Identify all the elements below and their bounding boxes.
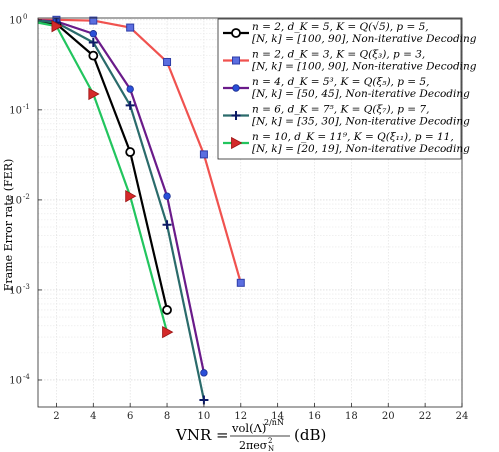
y-tick-label: 10	[9, 195, 22, 206]
y-tick-exponent: -3	[23, 283, 30, 291]
plot-frame	[37, 17, 463, 408]
plus-marker	[162, 220, 172, 230]
legend-label: [N, k] = [50, 45], Non-iterative Decodin…	[252, 88, 470, 100]
x-tick-label: 2	[53, 411, 59, 422]
triangle-marker	[125, 189, 137, 203]
legend-entry-4: n = 6, d_K = 7⁵, K = Q(ξ₇), p = 7,[N, k]…	[223, 104, 470, 128]
legend-label: [N, k] = [35, 30], Non-iterative Decodin…	[252, 116, 470, 128]
circle-marker	[88, 50, 99, 61]
legend-label: n = 2, d_K = 5, K = Q(√5), p = 5,	[252, 21, 429, 33]
y-tick-label: 10	[9, 105, 22, 116]
y-tick-label: 10	[9, 15, 22, 26]
legend-label: n = 6, d_K = 7⁵, K = Q(ξ₇), p = 7,	[252, 104, 429, 116]
legend-label: [N, k] = [20, 19], Non-iterative Decodin…	[252, 143, 470, 155]
triangle-marker	[162, 325, 174, 339]
x-tick-label: 14	[271, 411, 284, 422]
y-tick-exponent: -4	[23, 373, 30, 381]
svg-text:VNR =: VNR =	[175, 426, 229, 444]
square-marker	[163, 57, 172, 66]
series-line-2	[38, 18, 242, 284]
series-markers-1	[51, 19, 172, 315]
legend-label: n = 10, d_K = 11⁹, K = Q(ξ₁₁), p = 11,	[252, 131, 454, 143]
plus-marker	[199, 395, 209, 405]
x-tick-label: 10	[198, 411, 211, 422]
square-marker	[126, 23, 135, 32]
dot-marker	[163, 192, 171, 200]
legend-entry-3: n = 4, d_K = 5³, K = Q(ξ₅), p = 5,[N, k]…	[223, 76, 470, 100]
triangle-marker	[231, 136, 243, 150]
x-tick-label: 20	[382, 411, 395, 422]
svg-text:vol(Λ): vol(Λ)	[231, 421, 266, 435]
square-marker	[236, 278, 245, 287]
circle-marker	[231, 28, 241, 38]
y-tick-exponent: -2	[23, 193, 30, 201]
y-axis-label: Frame Error rate (FER)	[2, 159, 15, 292]
svg-text:2/nN: 2/nN	[264, 418, 284, 427]
x-tick-label: 16	[308, 411, 321, 422]
legend: n = 2, d_K = 5, K = Q(√5), p = 5,[N, k] …	[217, 18, 477, 160]
x-axis-label: VNR = vol(Λ) 2/nN 2πeσ N 2 (dB)	[175, 418, 326, 452]
y-tick-label: 10	[9, 375, 22, 386]
circle-marker	[162, 305, 172, 315]
x-tick-label: 8	[164, 411, 170, 422]
svg-text:(dB): (dB)	[294, 426, 326, 444]
y-tick-exponent: 0	[23, 13, 27, 21]
dot-marker	[126, 85, 134, 93]
x-tick-label: 24	[456, 411, 469, 422]
legend-label: [N, k] = [100, 90], Non-iterative Decodi…	[252, 33, 477, 45]
svg-text:2: 2	[268, 437, 272, 445]
series-markers-2	[52, 15, 245, 287]
legend-box	[217, 18, 462, 160]
square-marker	[89, 16, 98, 25]
legend-label: n = 2, d_K = 3, K = Q(ξ₃), p = 3,	[252, 49, 425, 61]
dot-marker	[89, 30, 98, 38]
series-markers	[51, 15, 245, 405]
x-ticks: 2 4 6 8 10 12 14 16 18 20 22 24	[53, 403, 468, 422]
x-tick-label: 18	[345, 411, 358, 422]
x-tick-label: 4	[90, 411, 96, 422]
legend-entry-1: n = 2, d_K = 5, K = Q(√5), p = 5,[N, k] …	[223, 21, 477, 45]
series-line-5	[37, 21, 169, 333]
circle-marker	[125, 147, 136, 157]
y-tick-exponent: -1	[23, 103, 30, 111]
svg-text:N: N	[268, 445, 274, 452]
dot-marker	[200, 369, 208, 377]
plus-marker	[125, 100, 135, 110]
svg-text:2πeσ: 2πeσ	[239, 439, 268, 452]
legend-label: n = 4, d_K = 5³, K = Q(ξ₅), p = 5,	[252, 76, 429, 88]
x-tick-label: 22	[419, 411, 432, 422]
legend-entry-2: n = 2, d_K = 3, K = Q(ξ₃), p = 3,[N, k] …	[223, 49, 477, 73]
dot-marker	[232, 84, 240, 92]
x-tick-label: 12	[234, 411, 247, 422]
x-tick-label: 6	[127, 411, 133, 422]
plus-marker	[88, 37, 98, 47]
series-line-4	[37, 19, 205, 401]
y-tick-label: 10	[9, 285, 22, 296]
series-markers-5	[51, 19, 174, 339]
legend-label: [N, k] = [100, 90], Non-iterative Decodi…	[252, 61, 477, 73]
plus-marker	[231, 111, 241, 120]
triangle-marker	[51, 19, 63, 33]
legend-entry-5: n = 10, d_K = 11⁹, K = Q(ξ₁₁), p = 11,[N…	[223, 131, 470, 155]
triangle-marker	[88, 87, 100, 101]
square-marker	[232, 56, 240, 65]
square-marker	[199, 150, 208, 159]
series-lines	[37, 18, 242, 401]
series-line-3	[37, 19, 205, 374]
